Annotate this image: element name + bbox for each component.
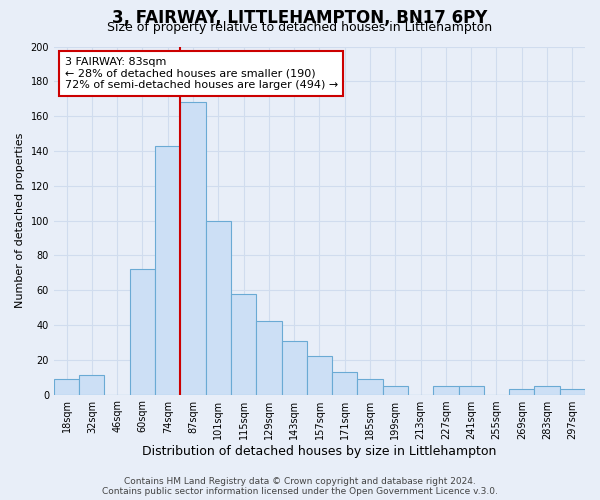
Text: 3 FAIRWAY: 83sqm
← 28% of detached houses are smaller (190)
72% of semi-detached: 3 FAIRWAY: 83sqm ← 28% of detached house… <box>65 57 338 90</box>
Bar <box>560 390 585 394</box>
Bar <box>509 390 535 394</box>
Text: Contains HM Land Registry data © Crown copyright and database right 2024.
Contai: Contains HM Land Registry data © Crown c… <box>102 476 498 496</box>
Text: Size of property relative to detached houses in Littlehampton: Size of property relative to detached ho… <box>107 21 493 34</box>
Bar <box>54 379 79 394</box>
Bar <box>79 376 104 394</box>
Bar <box>433 386 458 394</box>
Y-axis label: Number of detached properties: Number of detached properties <box>15 133 25 308</box>
Bar <box>307 356 332 395</box>
Bar <box>281 340 307 394</box>
Bar <box>155 146 181 394</box>
Bar <box>256 322 281 394</box>
Bar <box>458 386 484 394</box>
X-axis label: Distribution of detached houses by size in Littlehampton: Distribution of detached houses by size … <box>142 444 497 458</box>
Text: 3, FAIRWAY, LITTLEHAMPTON, BN17 6PY: 3, FAIRWAY, LITTLEHAMPTON, BN17 6PY <box>112 9 488 27</box>
Bar <box>130 270 155 394</box>
Bar <box>383 386 408 394</box>
Bar <box>535 386 560 394</box>
Bar <box>231 294 256 394</box>
Bar <box>206 220 231 394</box>
Bar <box>181 102 206 395</box>
Bar <box>358 379 383 394</box>
Bar <box>332 372 358 394</box>
